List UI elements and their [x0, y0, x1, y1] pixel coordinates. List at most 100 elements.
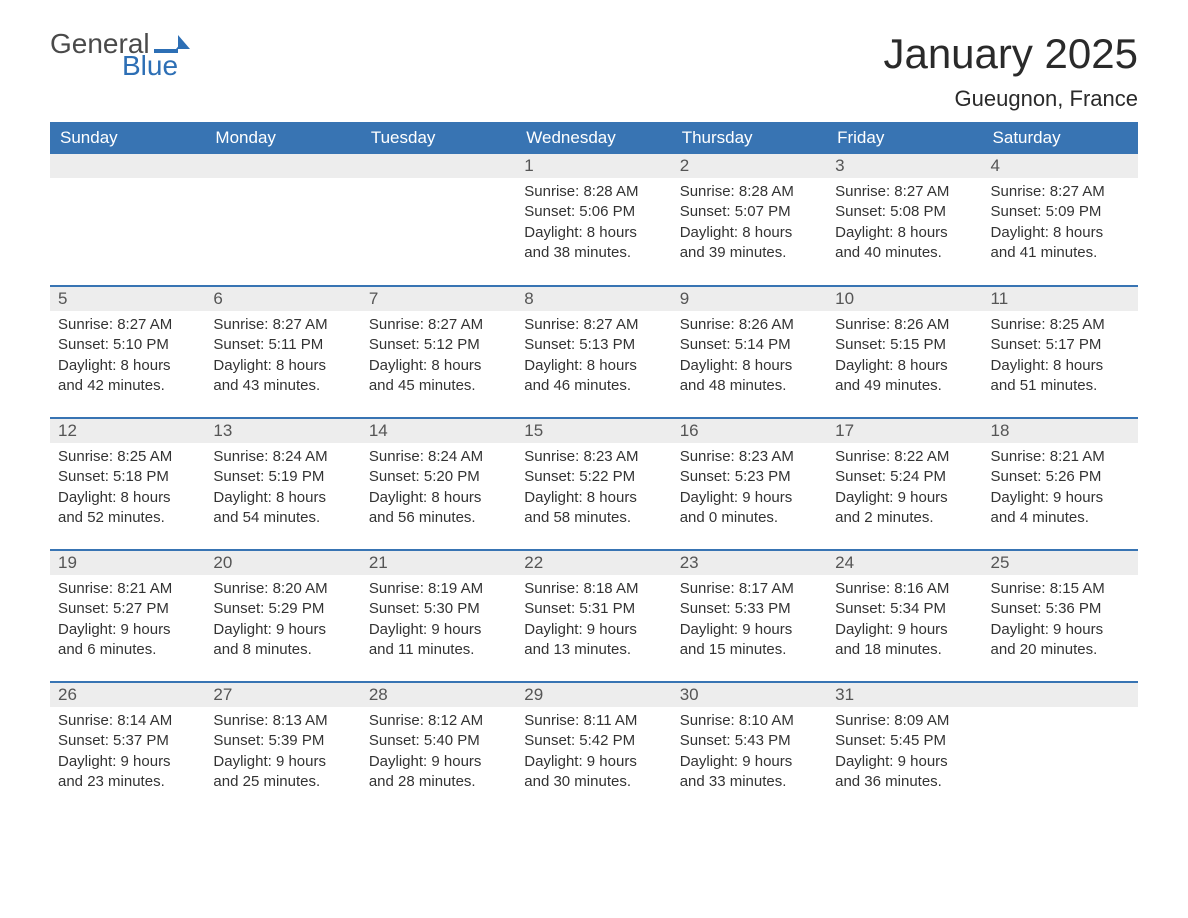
sunset-line: Sunset: 5:29 PM [213, 599, 352, 619]
day-number: 15 [516, 419, 671, 443]
sunset-line: Sunset: 5:26 PM [991, 467, 1130, 487]
day-number: 23 [672, 551, 827, 575]
calendar-cell: 25Sunrise: 8:15 AMSunset: 5:36 PMDayligh… [983, 550, 1138, 682]
sunset-line: Sunset: 5:18 PM [58, 467, 197, 487]
day-details: Sunrise: 8:14 AMSunset: 5:37 PMDaylight:… [50, 707, 205, 800]
sunset-line: Sunset: 5:30 PM [369, 599, 508, 619]
day-number: 30 [672, 683, 827, 707]
day-number: 2 [672, 154, 827, 178]
day-number: 31 [827, 683, 982, 707]
sunrise-line: Sunrise: 8:12 AM [369, 711, 508, 731]
sunrise-line: Sunrise: 8:28 AM [524, 182, 663, 202]
day-details: Sunrise: 8:17 AMSunset: 5:33 PMDaylight:… [672, 575, 827, 668]
day-number: 26 [50, 683, 205, 707]
calendar-body: 1Sunrise: 8:28 AMSunset: 5:06 PMDaylight… [50, 154, 1138, 814]
day-details: Sunrise: 8:28 AMSunset: 5:07 PMDaylight:… [672, 178, 827, 271]
sunset-line: Sunset: 5:19 PM [213, 467, 352, 487]
daylight-line: Daylight: 9 hours and 8 minutes. [213, 620, 352, 661]
calendar-cell: 15Sunrise: 8:23 AMSunset: 5:22 PMDayligh… [516, 418, 671, 550]
day-details: Sunrise: 8:27 AMSunset: 5:08 PMDaylight:… [827, 178, 982, 271]
sunrise-line: Sunrise: 8:24 AM [369, 447, 508, 467]
day-details: Sunrise: 8:26 AMSunset: 5:15 PMDaylight:… [827, 311, 982, 404]
sunset-line: Sunset: 5:33 PM [680, 599, 819, 619]
sunrise-line: Sunrise: 8:14 AM [58, 711, 197, 731]
day-number: 3 [827, 154, 982, 178]
sunrise-line: Sunrise: 8:27 AM [835, 182, 974, 202]
calendar-cell: 26Sunrise: 8:14 AMSunset: 5:37 PMDayligh… [50, 682, 205, 814]
calendar-cell: 10Sunrise: 8:26 AMSunset: 5:15 PMDayligh… [827, 286, 982, 418]
daylight-line: Daylight: 8 hours and 51 minutes. [991, 356, 1130, 397]
day-number: 6 [205, 287, 360, 311]
day-number: 27 [205, 683, 360, 707]
calendar-cell: 29Sunrise: 8:11 AMSunset: 5:42 PMDayligh… [516, 682, 671, 814]
sunset-line: Sunset: 5:15 PM [835, 335, 974, 355]
calendar-cell: 27Sunrise: 8:13 AMSunset: 5:39 PMDayligh… [205, 682, 360, 814]
day-number: 17 [827, 419, 982, 443]
sunrise-line: Sunrise: 8:11 AM [524, 711, 663, 731]
sunrise-line: Sunrise: 8:20 AM [213, 579, 352, 599]
calendar-cell [983, 682, 1138, 814]
day-number: 16 [672, 419, 827, 443]
sunrise-line: Sunrise: 8:26 AM [680, 315, 819, 335]
calendar-cell: 22Sunrise: 8:18 AMSunset: 5:31 PMDayligh… [516, 550, 671, 682]
month-title: January 2025 [883, 30, 1138, 78]
sunrise-line: Sunrise: 8:23 AM [680, 447, 819, 467]
daylight-line: Daylight: 9 hours and 30 minutes. [524, 752, 663, 793]
calendar-cell: 4Sunrise: 8:27 AMSunset: 5:09 PMDaylight… [983, 154, 1138, 286]
calendar-cell: 14Sunrise: 8:24 AMSunset: 5:20 PMDayligh… [361, 418, 516, 550]
daylight-line: Daylight: 9 hours and 28 minutes. [369, 752, 508, 793]
day-number: 28 [361, 683, 516, 707]
sunrise-line: Sunrise: 8:26 AM [835, 315, 974, 335]
sunrise-line: Sunrise: 8:27 AM [369, 315, 508, 335]
day-details: Sunrise: 8:23 AMSunset: 5:23 PMDaylight:… [672, 443, 827, 536]
daylight-line: Daylight: 8 hours and 43 minutes. [213, 356, 352, 397]
sunset-line: Sunset: 5:07 PM [680, 202, 819, 222]
sunrise-line: Sunrise: 8:27 AM [524, 315, 663, 335]
daylight-line: Daylight: 8 hours and 56 minutes. [369, 488, 508, 529]
calendar-cell: 13Sunrise: 8:24 AMSunset: 5:19 PMDayligh… [205, 418, 360, 550]
sunrise-line: Sunrise: 8:18 AM [524, 579, 663, 599]
daylight-line: Daylight: 8 hours and 41 minutes. [991, 223, 1130, 264]
day-number: 29 [516, 683, 671, 707]
day-number: 1 [516, 154, 671, 178]
calendar-cell: 21Sunrise: 8:19 AMSunset: 5:30 PMDayligh… [361, 550, 516, 682]
sunrise-line: Sunrise: 8:28 AM [680, 182, 819, 202]
calendar-cell: 3Sunrise: 8:27 AMSunset: 5:08 PMDaylight… [827, 154, 982, 286]
sunset-line: Sunset: 5:09 PM [991, 202, 1130, 222]
day-details: Sunrise: 8:26 AMSunset: 5:14 PMDaylight:… [672, 311, 827, 404]
calendar-cell: 5Sunrise: 8:27 AMSunset: 5:10 PMDaylight… [50, 286, 205, 418]
day-details: Sunrise: 8:22 AMSunset: 5:24 PMDaylight:… [827, 443, 982, 536]
sunset-line: Sunset: 5:14 PM [680, 335, 819, 355]
day-number: 13 [205, 419, 360, 443]
calendar-cell: 1Sunrise: 8:28 AMSunset: 5:06 PMDaylight… [516, 154, 671, 286]
sunset-line: Sunset: 5:12 PM [369, 335, 508, 355]
sunset-line: Sunset: 5:45 PM [835, 731, 974, 751]
day-number: 19 [50, 551, 205, 575]
day-details: Sunrise: 8:12 AMSunset: 5:40 PMDaylight:… [361, 707, 516, 800]
weekday-header: Thursday [672, 122, 827, 154]
daylight-line: Daylight: 8 hours and 52 minutes. [58, 488, 197, 529]
sunset-line: Sunset: 5:20 PM [369, 467, 508, 487]
calendar-cell: 20Sunrise: 8:20 AMSunset: 5:29 PMDayligh… [205, 550, 360, 682]
day-number: 25 [983, 551, 1138, 575]
day-number: 5 [50, 287, 205, 311]
day-number: 21 [361, 551, 516, 575]
day-details: Sunrise: 8:28 AMSunset: 5:06 PMDaylight:… [516, 178, 671, 271]
day-number: 18 [983, 419, 1138, 443]
calendar-cell: 11Sunrise: 8:25 AMSunset: 5:17 PMDayligh… [983, 286, 1138, 418]
day-details: Sunrise: 8:24 AMSunset: 5:20 PMDaylight:… [361, 443, 516, 536]
weekday-header: Monday [205, 122, 360, 154]
empty-day-bar [361, 154, 516, 178]
calendar-cell: 7Sunrise: 8:27 AMSunset: 5:12 PMDaylight… [361, 286, 516, 418]
title-block: January 2025 Gueugnon, France [883, 30, 1138, 112]
day-number: 9 [672, 287, 827, 311]
daylight-line: Daylight: 8 hours and 45 minutes. [369, 356, 508, 397]
sunset-line: Sunset: 5:23 PM [680, 467, 819, 487]
sunrise-line: Sunrise: 8:17 AM [680, 579, 819, 599]
day-details: Sunrise: 8:27 AMSunset: 5:11 PMDaylight:… [205, 311, 360, 404]
calendar-cell: 19Sunrise: 8:21 AMSunset: 5:27 PMDayligh… [50, 550, 205, 682]
daylight-line: Daylight: 8 hours and 42 minutes. [58, 356, 197, 397]
calendar-table: SundayMondayTuesdayWednesdayThursdayFrid… [50, 122, 1138, 814]
calendar-cell: 24Sunrise: 8:16 AMSunset: 5:34 PMDayligh… [827, 550, 982, 682]
daylight-line: Daylight: 9 hours and 0 minutes. [680, 488, 819, 529]
